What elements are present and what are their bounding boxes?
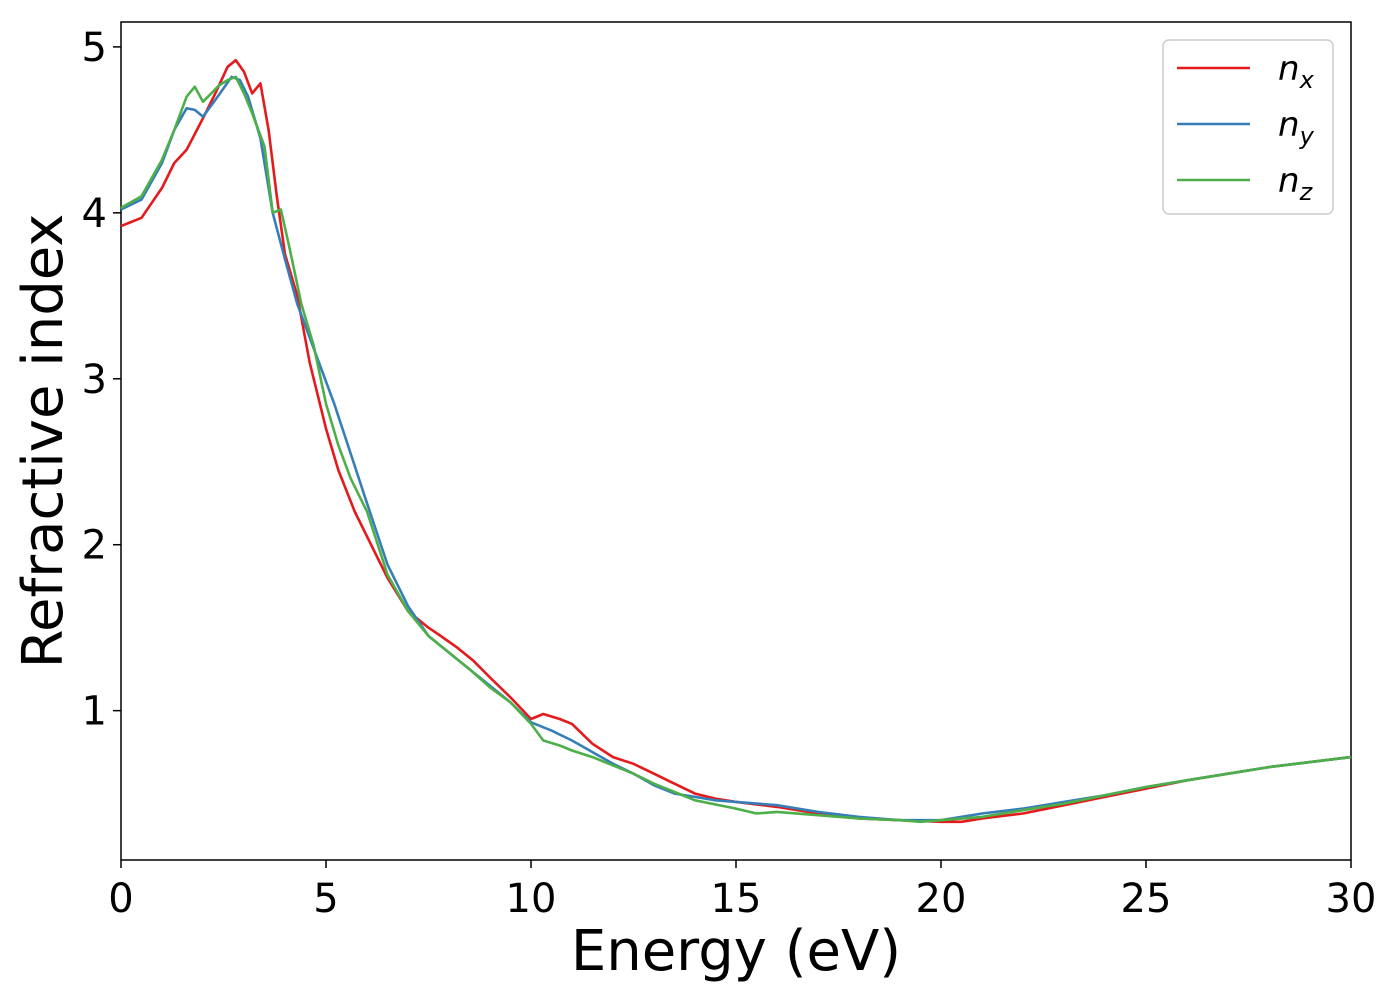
x-axis-ticks: 0 5 10 15 20 25 30	[108, 860, 1376, 922]
y-axis-label: Refractive index	[11, 214, 76, 669]
y-tick-label: 1	[82, 689, 107, 735]
legend-label-ny: ny	[1278, 105, 1315, 150]
series-line-nz	[120, 75, 1352, 824]
x-tick-label: 0	[108, 876, 133, 922]
series-line-nx	[120, 58, 1352, 824]
x-tick-label: 5	[313, 876, 338, 922]
y-tick-label: 5	[82, 25, 107, 71]
x-tick-label: 25	[1121, 876, 1172, 922]
y-tick-label: 3	[82, 357, 107, 403]
x-tick-label: 20	[916, 876, 967, 922]
x-tick-label: 15	[711, 876, 762, 922]
y-tick-label: 2	[82, 523, 107, 569]
legend-label-nz: nz	[1278, 161, 1314, 206]
x-tick-label: 10	[506, 876, 557, 922]
y-tick-label: 4	[82, 191, 107, 237]
x-tick-label: 30	[1326, 876, 1377, 922]
y-axis-ticks: 1 2 3 4 5	[82, 25, 121, 735]
series-lines	[120, 58, 1352, 824]
legend-frame	[1162, 39, 1334, 215]
legend-label-nx: nx	[1278, 49, 1315, 94]
x-axis-label: Energy (eV)	[571, 919, 901, 984]
legend: nx ny nz	[1162, 39, 1334, 215]
